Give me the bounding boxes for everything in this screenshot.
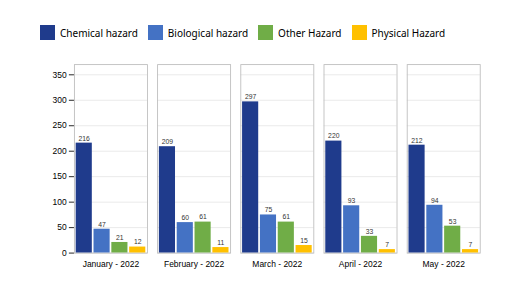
svg-text:33: 33 [366,228,374,235]
svg-text:200: 200 [53,146,67,156]
svg-text:150: 150 [53,171,67,181]
svg-text:15: 15 [300,237,308,244]
html-text:Chemical hazard: Chemical hazard [60,25,138,40]
svg-text:216: 216 [78,135,90,142]
svg-text:93: 93 [348,197,356,204]
svg-text:250: 250 [53,120,67,130]
svg-text:47: 47 [98,221,106,228]
svg-text:350: 350 [53,70,67,80]
svg-text:January - 2022: January - 2022 [83,259,140,269]
svg-text:100: 100 [53,197,67,207]
svg-text:60: 60 [181,214,189,221]
svg-text:7: 7 [385,241,389,248]
svg-text:21: 21 [116,234,124,241]
svg-text:220: 220 [328,132,340,139]
svg-text:53: 53 [449,218,457,225]
html-text:Biological hazard: Biological hazard [167,25,249,40]
svg-text:297: 297 [245,93,257,100]
svg-text:11: 11 [217,239,224,246]
svg-text:May - 2022: May - 2022 [423,259,466,269]
svg-text:212: 212 [411,137,423,144]
svg-text:61: 61 [199,213,207,220]
svg-text:300: 300 [53,95,67,105]
svg-text:75: 75 [265,206,273,213]
svg-text:209: 209 [162,138,174,145]
svg-text:April - 2022: April - 2022 [339,259,383,269]
svg-text:94: 94 [431,197,439,204]
svg-text:7: 7 [469,241,473,248]
svg-text:61: 61 [282,213,290,220]
svg-text:February - 2022: February - 2022 [164,259,225,269]
svg-text:March - 2022: March - 2022 [252,259,302,269]
html-text:Physical Hazard: Physical Hazard [371,25,446,40]
svg-text:12: 12 [134,238,142,245]
html-text:Other Hazard: Other Hazard [278,25,342,40]
svg-text:50: 50 [57,222,67,232]
svg-text:0: 0 [62,248,67,258]
